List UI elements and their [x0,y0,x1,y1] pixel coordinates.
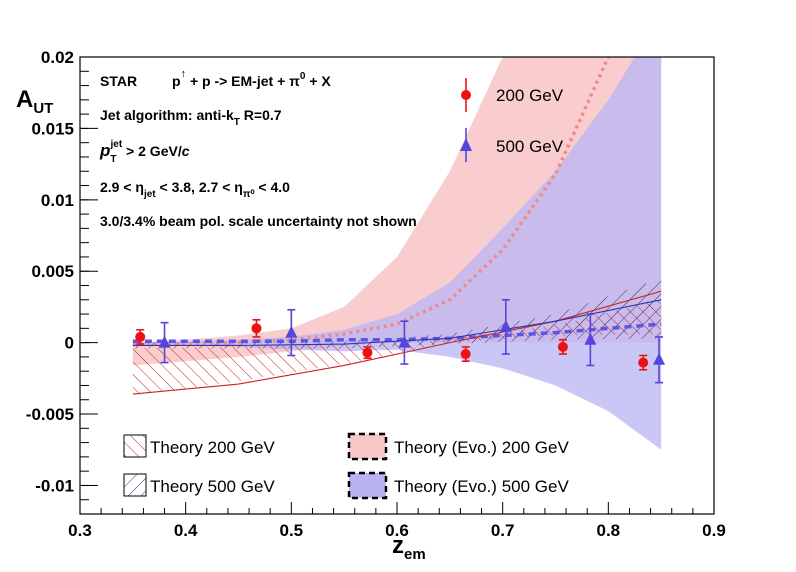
data-legend: 200 GeV 500 GeV [460,78,564,162]
legend-evo-200-label: Theory (Evo.) 200 GeV [394,438,569,457]
annotation-line-4: 2.9 < ηjet < 3.8, 2.7 < ηπ⁰ < 4.0 [100,179,290,200]
x-axis-title: zem [392,532,426,563]
theory-legend: Theory 200 GeV Theory 500 GeV Theory (Ev… [123,432,569,500]
point-200-gev [135,331,146,342]
x-tick-label: 0.3 [68,521,92,540]
theory-layer [132,57,662,450]
legend-500-marker [460,138,472,151]
point-500-gev [285,325,298,338]
point-500-gev [499,319,512,332]
legend-evo-200-swatch [347,432,388,461]
evo-500-band [132,57,662,450]
point-200-gev [251,323,262,334]
legend-theory-500-swatch [123,473,147,497]
point-500-gev [158,335,171,348]
theory-500-curve [132,299,662,347]
evo-500-curve [132,322,662,343]
legend-200-marker [461,90,471,100]
y-axis-title: AUT [16,86,53,117]
y-tick-label: -0.005 [26,405,74,424]
annotation-line-1: STAR p↑ + p -> EM-jet + π0 + X [100,68,331,89]
annotation-line-3: pTjet > 2 GeV/c [99,139,190,165]
y-tick-label: 0.01 [41,191,74,210]
y-tick-label: 0 [65,334,74,353]
y-tick-label: 0.02 [41,48,74,67]
theory-500-hatch [132,278,662,349]
x-tick-label: 0.9 [702,521,726,540]
x-tick-label: 0.7 [491,521,515,540]
legend-evo-500-label: Theory (Evo.) 500 GeV [394,477,569,496]
point-500-gev [653,352,666,365]
legend-evo-500-swatch [347,471,388,500]
annotation-line-2: Jet algorithm: anti-kT R=0.7 [100,107,282,128]
point-200-gev [638,357,649,368]
y-tick-label: -0.01 [35,476,74,495]
legend-theory-200-label: Theory 200 GeV [150,438,275,457]
legend-theory-200-swatch [123,434,147,458]
x-tick-label: 0.6 [385,521,409,540]
theory-200-curve [132,290,662,395]
point-200-gev [362,347,373,358]
annotation-line-5: 3.0/3.4% beam pol. scale uncertainty not… [100,213,417,229]
legend-200-label: 200 GeV [496,86,564,105]
y-tick-label: 0.005 [31,262,74,281]
point-500-gev [398,335,411,348]
legend-theory-500-label: Theory 500 GeV [150,477,275,496]
point-200-gev [460,349,471,360]
experiment-label: STAR [100,73,137,89]
y-tick-label: 0.015 [31,119,74,138]
annotation-block: STAR p↑ + p -> EM-jet + π0 + X Jet algor… [99,68,417,229]
theory-200-hatch [132,299,662,396]
point-200-gev [557,341,568,352]
tick-layer: 0.3 0.4 0.5 0.6 0.7 0.8 0.9 -0.01 -0.005 0 0.005 0.… [26,48,726,540]
legend-500-label: 500 GeV [496,137,564,156]
x-tick-label: 0.8 [597,521,621,540]
data-layer [135,298,666,384]
x-tick-label: 0.4 [174,521,198,540]
x-tick-label: 0.5 [280,521,304,540]
point-500-gev [584,332,597,345]
